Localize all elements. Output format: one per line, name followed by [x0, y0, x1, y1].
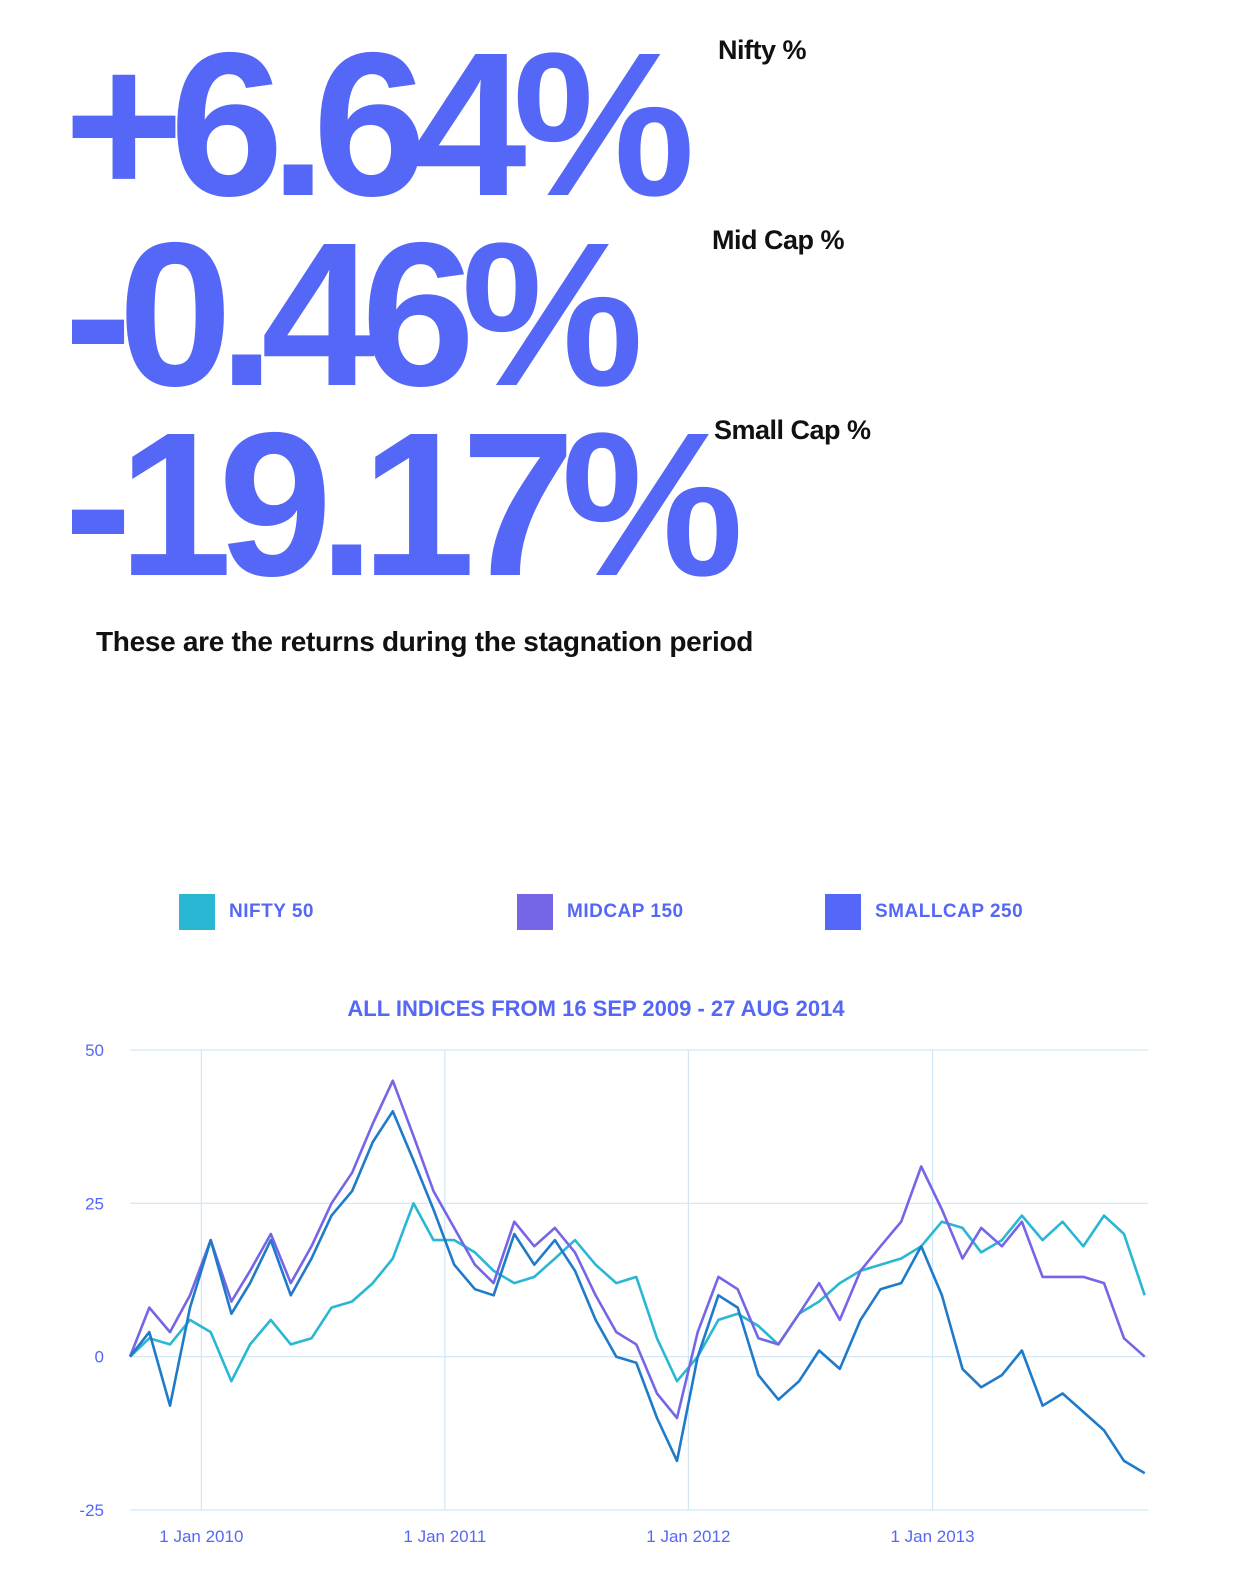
stat-label-nifty: Nifty %	[718, 35, 807, 65]
legend-label-nifty: NIFTY 50	[229, 901, 314, 922]
series-line-smallcap	[128, 1110, 1146, 1475]
legend-item-midcap: MIDCAP 150	[517, 894, 684, 930]
y-axis-ticks: 50 25 0 -25	[79, 1041, 104, 1520]
legend-item-nifty: NIFTY 50	[179, 894, 314, 930]
y-tick-label: -25	[79, 1501, 104, 1520]
stat-value-smallcap: -19.17%	[64, 390, 744, 619]
series-line-nifty	[129, 1202, 1146, 1383]
stat-label-midcap: Mid Cap %	[712, 225, 845, 255]
x-tick-label: 1 Jan 2011	[403, 1527, 486, 1546]
x-tick-label: 1 Jan 2013	[890, 1527, 974, 1546]
legend-swatch-nifty	[179, 894, 215, 930]
stat-label-smallcap: Small Cap %	[714, 415, 871, 445]
x-tick-label: 1 Jan 2010	[159, 1527, 243, 1546]
chart-grid	[130, 1049, 1148, 1511]
x-axis-ticks: 1 Jan 2010 1 Jan 2011 1 Jan 2012 1 Jan 2013	[159, 1527, 974, 1546]
legend-swatch-midcap	[517, 894, 553, 930]
legend-label-midcap: MIDCAP 150	[567, 901, 684, 922]
legend-swatch-smallcap	[825, 894, 861, 930]
caption-text: These are the returns during the stagnat…	[96, 626, 754, 657]
y-tick-label: 25	[85, 1194, 104, 1213]
chart-series	[128, 1079, 1146, 1475]
x-tick-label: 1 Jan 2012	[646, 1527, 730, 1546]
legend-item-smallcap: SMALLCAP 250	[825, 894, 1023, 930]
stat-value-nifty: +6.64%	[64, 10, 695, 239]
legend-label-smallcap: SMALLCAP 250	[875, 901, 1024, 922]
stat-value-midcap: -0.46%	[64, 200, 644, 429]
y-tick-label: 50	[85, 1041, 104, 1060]
y-tick-label: 0	[95, 1348, 104, 1367]
chart-title: ALL INDICES FROM 16 SEP 2009 - 27 AUG 20…	[347, 996, 845, 1021]
series-line-midcap	[128, 1079, 1146, 1420]
